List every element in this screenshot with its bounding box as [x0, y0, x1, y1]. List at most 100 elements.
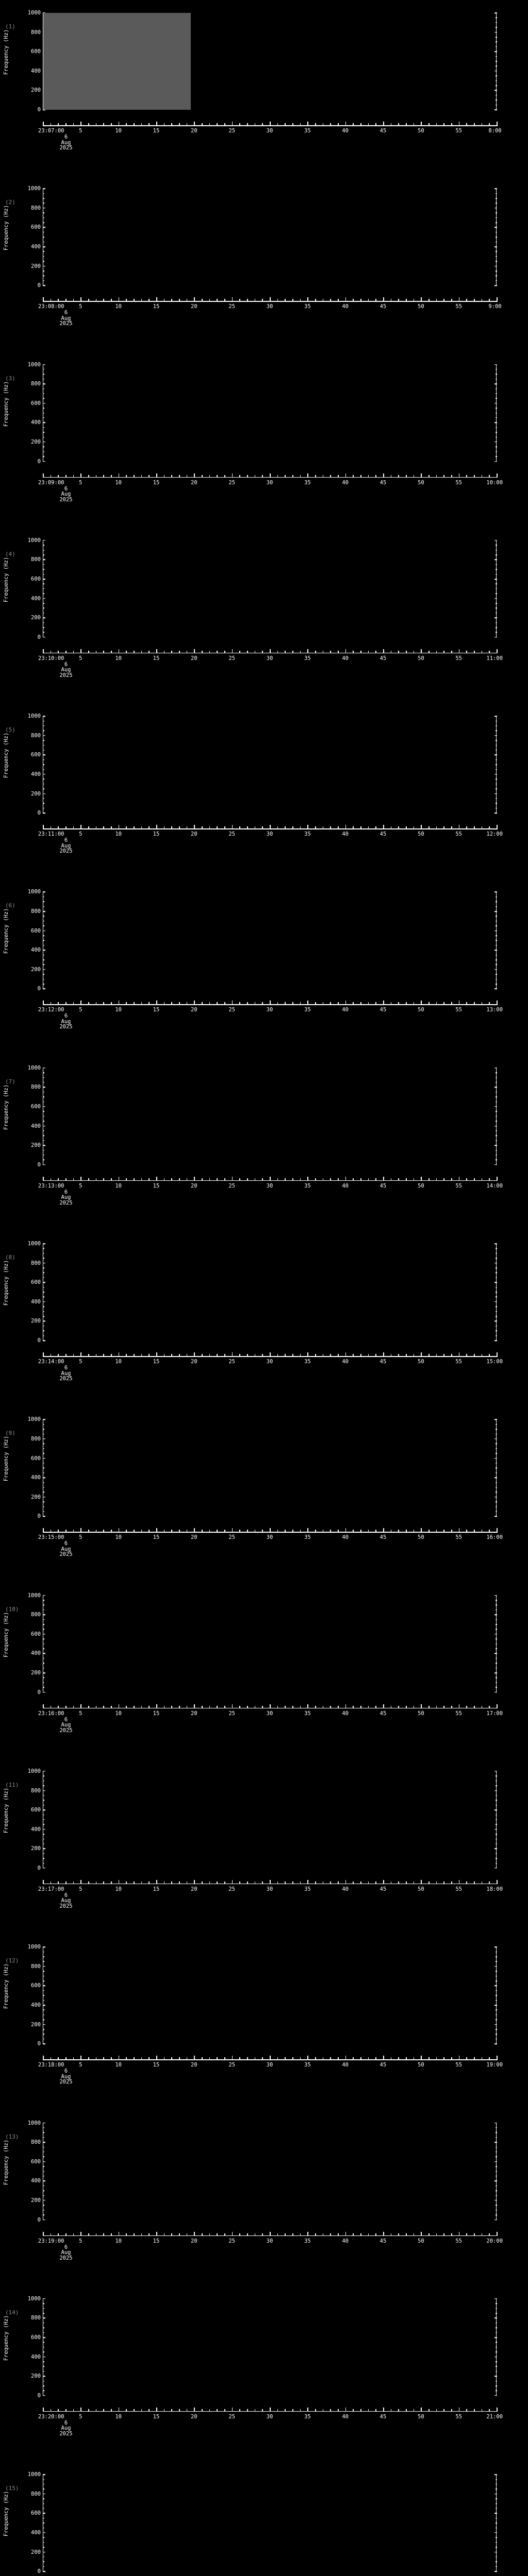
y-tick-mark — [43, 1595, 45, 1596]
x-tick-mark — [368, 650, 369, 653]
x-tick-label: 40 — [342, 128, 349, 134]
y-tick-mark — [43, 251, 44, 252]
y-tick-mark — [43, 720, 44, 722]
x-tick-label: 55 — [455, 1007, 462, 1013]
y-tick-label: 400 — [31, 419, 41, 426]
x-tick-mark — [148, 826, 150, 829]
y-tick-mark — [43, 1106, 45, 1107]
x-tick-mark — [95, 2409, 97, 2411]
y-tick-mark — [494, 716, 497, 717]
x-tick-mark — [307, 2231, 308, 2235]
x-tick-mark — [179, 650, 180, 653]
x-tick-mark — [466, 474, 467, 477]
x-tick-mark — [443, 826, 444, 829]
x-tick-label: 15 — [153, 2238, 160, 2244]
spectrogram-panel: (13) Frequency (Hz) 0 200 400 600 800 1000 23:19… — [0, 2110, 528, 2286]
spectrogram-plot-area — [43, 2298, 497, 2396]
x-tick-mark — [148, 474, 150, 477]
x-tick-label-group: 23:20:00 5 10 15 20 25 30 35 40 45 50 55 21:00 — [0, 2414, 528, 2421]
x-tick-mark — [307, 122, 308, 125]
y-tick-label: 200 — [31, 1670, 41, 1676]
x-tick-mark — [239, 1530, 240, 1532]
y-tick-mark — [494, 617, 497, 619]
x-tick-mark — [134, 650, 135, 653]
x-tick-mark — [50, 2057, 52, 2060]
x-tick-mark — [254, 2409, 256, 2411]
x-tick-mark — [232, 1352, 233, 1357]
spectrogram-panel: (8) Frequency (Hz) 0 200 400 600 800 1000 23:14:… — [0, 1231, 528, 1406]
x-tick-mark — [398, 2409, 399, 2411]
x-tick-label-group: 23:08:00 5 10 15 20 25 30 35 40 45 50 55 9:00 — [0, 303, 528, 311]
y-tick-mark — [43, 1506, 44, 1507]
y-tick-mark — [494, 2337, 497, 2338]
x-tick-mark — [390, 2057, 392, 2060]
x-tick-mark — [103, 1530, 104, 1532]
x-tick-mark — [202, 2233, 203, 2235]
x-tick-mark — [436, 826, 437, 829]
x-tick-label: 15 — [153, 1007, 160, 1013]
y-tick-mark — [43, 559, 45, 561]
y-tick-mark — [43, 1672, 45, 1673]
y-tick-mark — [43, 1819, 44, 1820]
y-tick-mark — [43, 735, 45, 736]
y-tick-mark — [43, 607, 44, 609]
x-tick-mark — [353, 299, 354, 301]
x-tick-mark — [163, 2409, 165, 2411]
y-tick-mark — [43, 2522, 44, 2523]
y-tick-label: 800 — [31, 1787, 41, 1794]
x-tick-mark — [307, 2056, 308, 2060]
x-tick-mark — [247, 1530, 248, 1532]
x-tick-mark — [353, 1881, 354, 1884]
date-line: 6 — [64, 1189, 68, 1195]
y-tick-label: 1000 — [27, 10, 41, 16]
y-tick-mark — [43, 569, 44, 570]
x-tick-label: 50 — [418, 831, 424, 838]
x-tick-mark — [285, 1354, 286, 1357]
x-tick-mark — [194, 1528, 195, 1532]
spectrogram-panel: (12) Frequency (Hz) 0 200 400 600 800 1000 23:18… — [0, 1934, 528, 2110]
y-tick-mark — [494, 246, 497, 247]
x-tick-mark — [443, 2057, 444, 2060]
y-tick-mark — [43, 256, 44, 257]
x-tick-mark — [481, 1002, 483, 1005]
y-tick-mark — [43, 1604, 44, 1606]
x-tick-mark — [489, 1002, 490, 1005]
x-tick-mark — [338, 1354, 339, 1357]
x-tick-label: 45 — [380, 1710, 387, 1717]
y-tick-mark — [43, 1663, 44, 1664]
x-tick-mark — [88, 826, 89, 829]
x-tick-mark — [111, 826, 112, 829]
y-tick-mark — [43, 427, 44, 428]
x-tick-mark — [413, 1881, 415, 1884]
x-tick-mark — [247, 2409, 248, 2411]
x-tick-mark — [58, 1354, 59, 1357]
x-tick-mark — [141, 299, 142, 301]
x-tick-mark — [73, 1178, 74, 1180]
x-tick-mark — [224, 826, 225, 829]
x-tick-mark — [111, 299, 112, 301]
x-tick-label: 5 — [79, 2238, 82, 2244]
y-tick-mark — [43, 1096, 44, 1097]
x-tick-mark — [232, 297, 233, 301]
x-tick-label: 55 — [455, 128, 462, 134]
x-tick-mark — [141, 1002, 142, 1005]
x-tick-mark — [421, 1001, 422, 1005]
x-tick-mark — [134, 1002, 135, 1005]
x-tick-mark — [390, 1881, 392, 1884]
x-axis-date-label: 6 Aug 2025 — [43, 2069, 89, 2085]
y-tick-mark — [494, 1243, 497, 1244]
x-axis-date-label: 6 Aug 2025 — [43, 1190, 89, 1206]
x-tick-mark — [224, 2233, 225, 2235]
x-tick-label: 15 — [153, 2413, 160, 2420]
x-tick-mark — [88, 1705, 89, 1708]
y-tick-mark — [43, 227, 45, 228]
x-tick-mark — [224, 1705, 225, 1708]
panel-index-label: (9) — [5, 1430, 15, 1437]
x-tick-mark — [118, 2407, 120, 2411]
y-tick-label: 800 — [31, 2490, 41, 2497]
y-tick-mark — [494, 793, 497, 794]
x-tick-label: 15 — [153, 1359, 160, 1365]
x-tick-mark — [43, 2231, 44, 2235]
date-line: Aug — [61, 1897, 71, 1904]
x-tick-label: 30 — [266, 1182, 273, 1189]
